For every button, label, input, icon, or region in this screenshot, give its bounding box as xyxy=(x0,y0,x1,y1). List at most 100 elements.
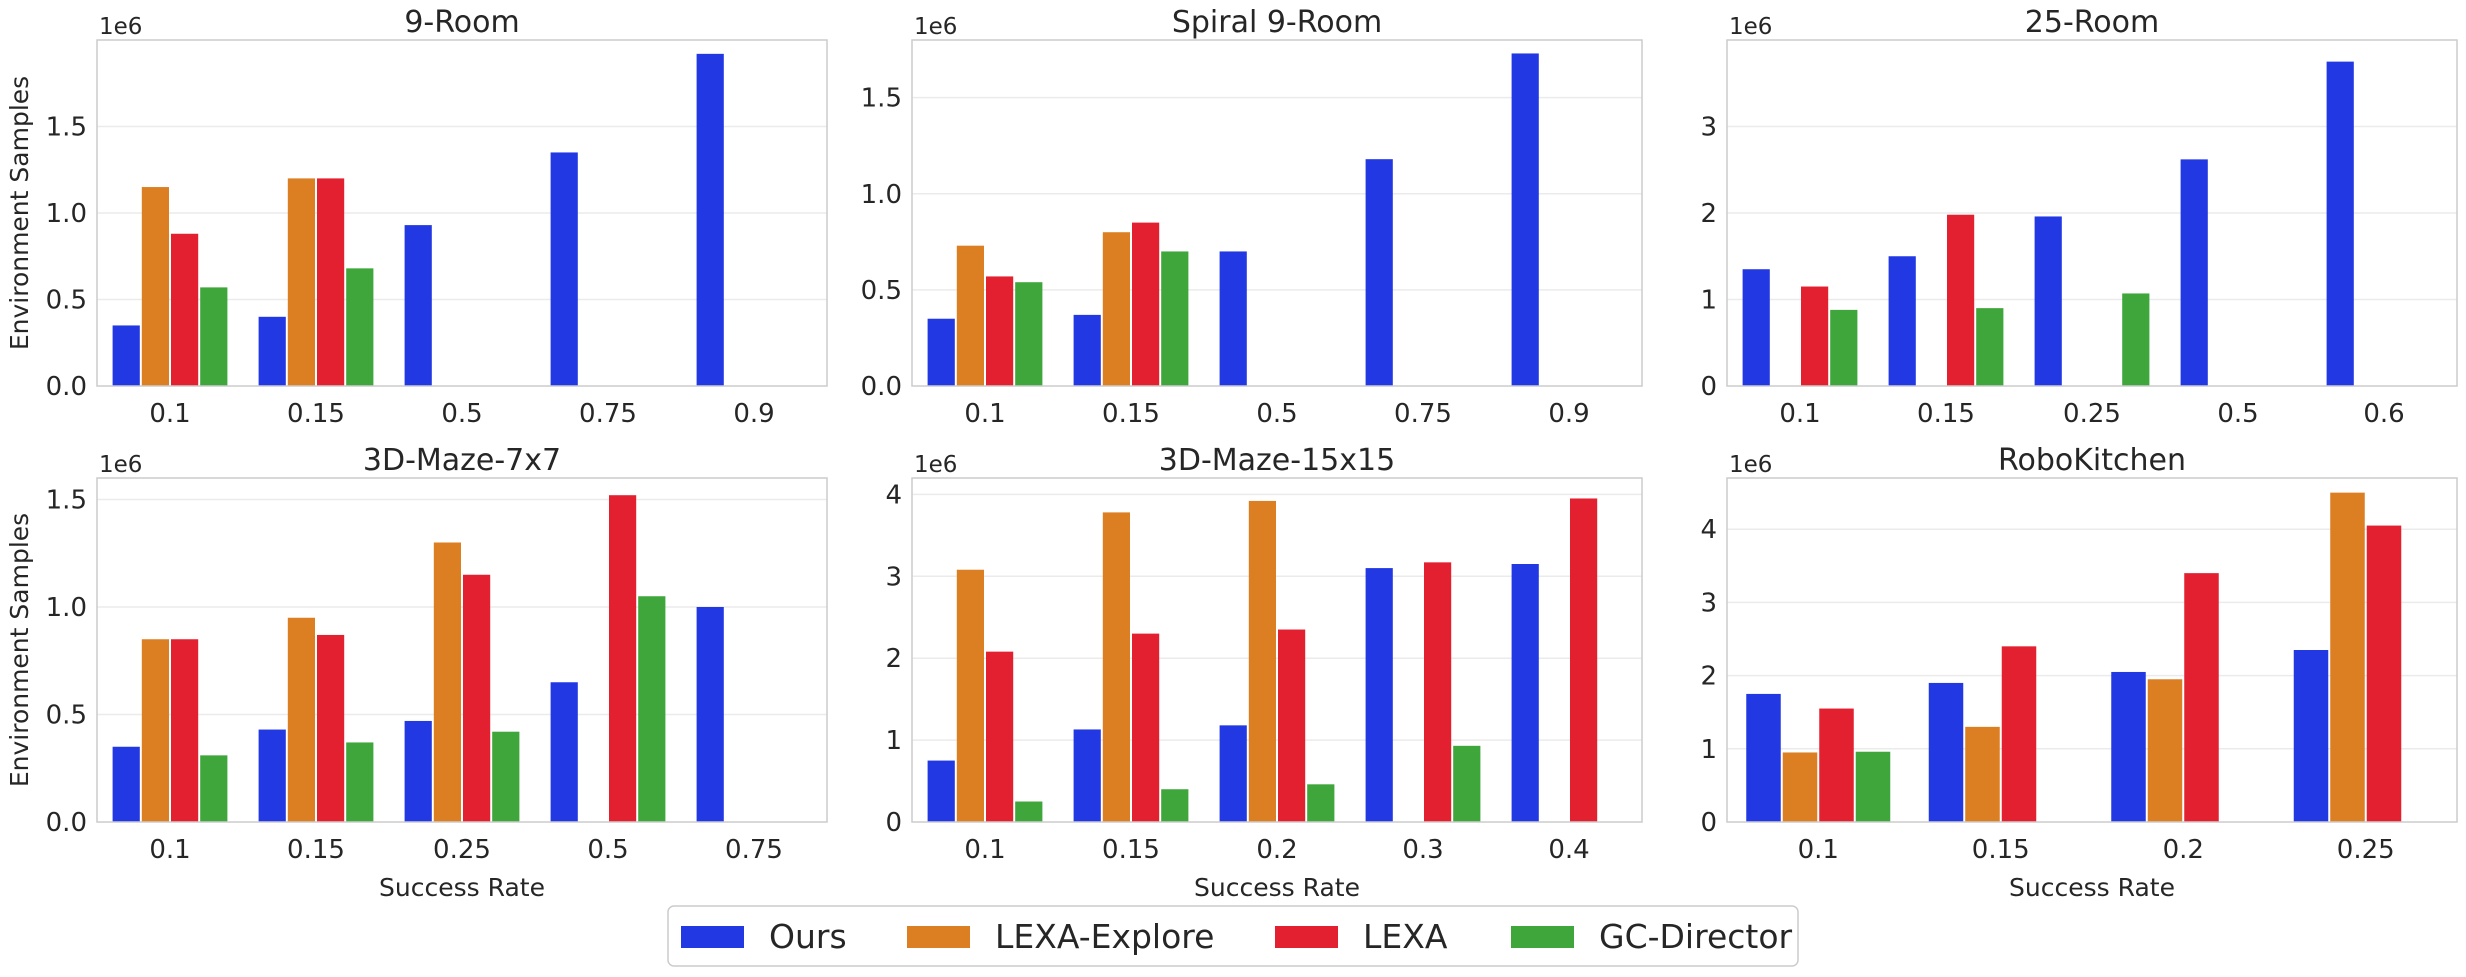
bar-gc-director-0-25 xyxy=(2122,293,2150,386)
bar-lexa-explore-0-1 xyxy=(956,245,984,386)
bar-lexa-0-2 xyxy=(2184,573,2219,822)
legend-swatch xyxy=(1275,926,1338,948)
bar-gc-director-0-1 xyxy=(1015,801,1043,822)
bar-ours-0-1 xyxy=(112,325,140,386)
bar-lexa-0-1 xyxy=(986,651,1014,822)
y-tick-label: 1 xyxy=(885,726,902,756)
panel-robokitchen: 0 1 2 3 4 0.1 0.15 0.2 0.25 1e6 RoboKitchen Success… xyxy=(1700,443,2458,902)
y-exponent-label: 1e6 xyxy=(914,452,957,478)
bar-lexa-explore-0-1 xyxy=(956,569,984,822)
bar-lexa-0-25 xyxy=(463,574,491,822)
y-exponent-label: 1e6 xyxy=(1729,452,1772,478)
legend-label: LEXA xyxy=(1363,917,1448,956)
x-tick-label: 0.2 xyxy=(2163,835,2204,865)
bar-gc-director-0-5 xyxy=(638,596,666,822)
bar-ours-0-25 xyxy=(2034,216,2062,386)
bar-gc-director-0-2 xyxy=(1307,784,1335,822)
x-tick-label: 0.25 xyxy=(2063,399,2121,429)
plot-frame xyxy=(911,39,1643,387)
x-tick-label: 0.1 xyxy=(1779,399,1820,429)
plot-frame xyxy=(911,477,1643,823)
bar-ours-0-5 xyxy=(550,682,578,822)
y-tick-label: 0.5 xyxy=(46,701,87,731)
bar-gc-director-0-15 xyxy=(1976,308,2004,386)
bar-ours-0-15 xyxy=(1888,256,1916,386)
legend: Ours LEXA-Explore LEXA GC-Director xyxy=(667,905,1799,967)
x-tick-label: 0.1 xyxy=(149,399,190,429)
bar-ours-0-15 xyxy=(258,729,286,822)
bar-lexa-0-15 xyxy=(2001,646,2037,822)
x-tick-label: 0.25 xyxy=(2337,835,2395,865)
legend-label: Ours xyxy=(769,917,847,956)
plot-frame xyxy=(96,477,828,823)
legend-item-gc-director: GC-Director xyxy=(1511,917,1793,956)
bar-ours-0-75 xyxy=(550,152,578,386)
x-tick-label: 0.5 xyxy=(587,835,628,865)
y-exponent-label: 1e6 xyxy=(914,14,957,40)
bar-lexa-explore-0-1 xyxy=(141,187,169,386)
x-tick-label: 0.3 xyxy=(1402,835,1443,865)
bar-ours-0-5 xyxy=(2180,159,2208,386)
bar-ours-0-75 xyxy=(696,607,724,822)
x-tick-label: 0.5 xyxy=(2217,399,2258,429)
bar-lexa-0-1 xyxy=(986,276,1014,386)
y-exponent-label: 1e6 xyxy=(1729,14,1772,40)
y-tick-label: 1.5 xyxy=(46,113,87,143)
bar-lexa-explore-0-2 xyxy=(2147,679,2183,822)
y-tick-label: 3 xyxy=(1700,588,1717,618)
bar-ours-0-1 xyxy=(1746,693,1781,822)
bar-gc-director-0-15 xyxy=(1161,789,1189,822)
bar-lexa-0-3 xyxy=(1424,562,1452,822)
bar-lexa-explore-0-15 xyxy=(287,617,315,822)
y-tick-label: 0.0 xyxy=(861,372,902,402)
panel-25-room: 0 1 2 3 0.1 0.15 0.25 0.5 0.6 1e6 25-Room xyxy=(1700,5,2458,429)
x-tick-label: 0.5 xyxy=(441,399,482,429)
x-tick-label: 0.1 xyxy=(964,399,1005,429)
x-tick-label: 0.75 xyxy=(1394,399,1452,429)
legend-swatch xyxy=(907,926,970,948)
bar-gc-director-0-1 xyxy=(200,287,228,386)
bar-lexa-0-15 xyxy=(1132,633,1160,822)
bar-gc-director-0-3 xyxy=(1453,745,1481,822)
bar-lexa-0-1 xyxy=(171,639,199,822)
y-tick-label: 1.5 xyxy=(861,84,902,114)
x-tick-label: 0.15 xyxy=(1102,835,1160,865)
bar-lexa-explore-0-15 xyxy=(1965,726,2000,822)
bar-gc-director-0-1 xyxy=(1855,751,1891,822)
bar-lexa-0-15 xyxy=(317,634,345,822)
x-tick-label: 0.1 xyxy=(1798,835,1839,865)
bar-ours-0-1 xyxy=(1742,269,1770,386)
bar-gc-director-0-1 xyxy=(1830,309,1858,386)
bar-ours-0-9 xyxy=(696,53,724,387)
bar-lexa-0-2 xyxy=(1278,629,1306,822)
y-tick-label: 0.5 xyxy=(861,276,902,306)
legend-swatch xyxy=(681,926,744,948)
bar-ours-0-25 xyxy=(404,720,432,822)
chart-panels: 0.0 0.5 1.0 1.5 0.1 0.15 0.5 0.75 0.9 1e6 9-Room En… xyxy=(5,5,2458,902)
bar-ours-0-6 xyxy=(2326,61,2354,386)
legend-item-lexa-explore: LEXA-Explore xyxy=(907,917,1214,956)
x-tick-label: 0.1 xyxy=(149,835,190,865)
bar-gc-director-0-15 xyxy=(1161,251,1189,386)
bar-gc-director-0-15 xyxy=(346,742,374,822)
bar-lexa-0-4 xyxy=(1570,498,1598,822)
x-tick-label: 0.2 xyxy=(1256,835,1297,865)
bar-lexa-0-15 xyxy=(317,178,345,386)
x-tick-label: 0.25 xyxy=(433,835,491,865)
x-tick-label: 0.9 xyxy=(1548,399,1589,429)
bar-ours-0-15 xyxy=(1073,314,1101,386)
y-tick-label: 4 xyxy=(885,480,902,510)
bar-ours-0-75 xyxy=(1365,159,1393,386)
chart-title: 25-Room xyxy=(2025,5,2159,40)
x-tick-label: 0.1 xyxy=(964,835,1005,865)
y-tick-label: 0 xyxy=(1700,372,1717,402)
x-tick-label: 0.75 xyxy=(579,399,637,429)
y-tick-label: 0.0 xyxy=(46,808,87,838)
bar-ours-0-1 xyxy=(927,760,955,822)
legend-swatch xyxy=(1511,926,1574,948)
legend-label: GC-Director xyxy=(1599,917,1793,956)
x-tick-label: 0.15 xyxy=(1917,399,1975,429)
chart-title: 9-Room xyxy=(404,5,519,40)
bar-gc-director-0-15 xyxy=(346,268,374,386)
bar-lexa-0-5 xyxy=(609,495,637,822)
